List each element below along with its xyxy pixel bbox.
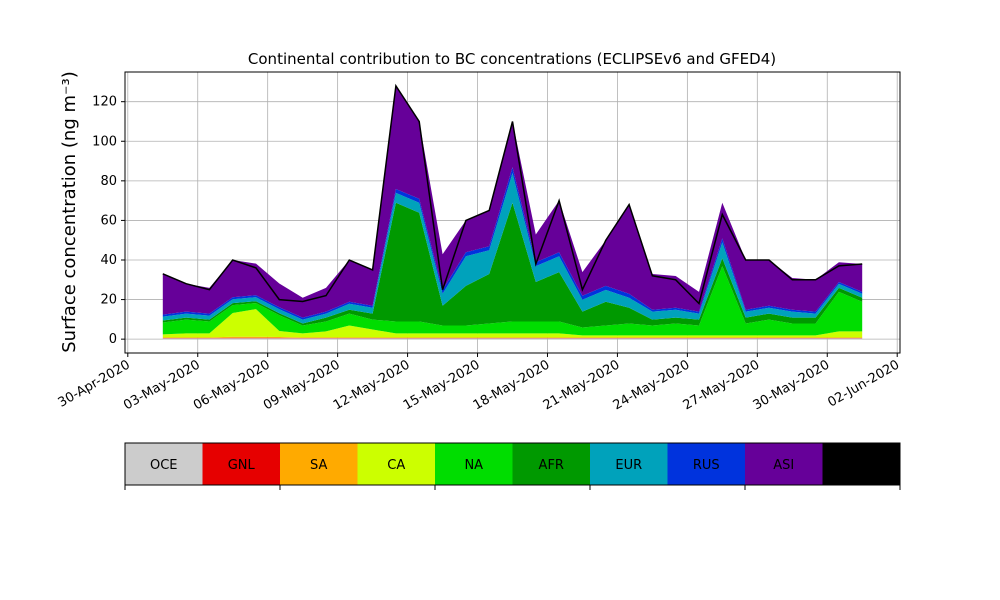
x-tick-label: 12-May-2020: [331, 357, 413, 413]
y-tick-label: 120: [92, 95, 117, 110]
y-tick-label: 0: [109, 332, 117, 347]
x-tick-label: 09-May-2020: [261, 357, 343, 413]
colorbar-legend: OCE GNL SA CA NA AFR EUR RUS ASI AUS: [124, 442, 901, 490]
area-asi: [162, 85, 863, 318]
x-tick-label: 21-May-2020: [541, 357, 623, 413]
legend-swatch-na: [435, 443, 513, 485]
legend-swatch-oce: [125, 443, 203, 485]
x-tick-label: 30-Apr-2020: [56, 357, 133, 410]
legend-label-oce: OCE: [150, 458, 178, 473]
legend-swatch-afr: [512, 443, 591, 485]
legend-swatch-sa: [280, 443, 358, 485]
total-line: [162, 83, 863, 305]
legend-swatch-asi: [745, 443, 823, 485]
x-tick-label: 06-May-2020: [191, 357, 273, 413]
y-tick-label: 60: [100, 213, 117, 228]
legend-label-na: NA: [464, 458, 483, 473]
area-oce: [162, 338, 863, 340]
area-ca: [162, 309, 863, 338]
area-afr: [162, 202, 863, 328]
y-tick-label: 100: [92, 134, 117, 149]
legend-label-afr: AFR: [539, 458, 564, 473]
legend-label-asi: ASI: [773, 458, 794, 473]
axes-frame: [124, 71, 901, 354]
legend-label-ca: CA: [387, 458, 405, 473]
legend-swatch-gnl: [202, 443, 281, 485]
legend-label-sa: SA: [310, 458, 327, 473]
y-tick-label: 20: [100, 293, 117, 308]
x-tick-label: 02-Jun-2020: [825, 357, 902, 410]
legend-label-eur: EUR: [615, 458, 642, 473]
y-tick-label: 40: [100, 253, 117, 268]
colorbar-frame: [124, 442, 901, 486]
legend-swatch-aus: [822, 443, 901, 485]
legend-label-gnl: GNL: [228, 458, 256, 473]
x-tick-label: 18-May-2020: [471, 357, 553, 413]
legend-label-aus: AUS: [848, 458, 875, 473]
y-tick-label: 80: [100, 174, 117, 189]
x-tick-label: 24-May-2020: [611, 357, 693, 413]
y-axis-label: Surface concentration (ng m⁻³): [59, 71, 80, 353]
legend-swatch-ca: [357, 443, 436, 485]
chart-title: Continental contribution to BC concentra…: [248, 50, 776, 68]
legend-swatch-rus: [667, 443, 746, 485]
legend-label-rus: RUS: [693, 458, 720, 473]
plot-area: 0 20 40 60 80 100 120 30-Apr-202003-May-202006-…: [56, 71, 902, 413]
legend-swatch-eur: [590, 443, 668, 485]
x-tick-label: 03-May-2020: [121, 357, 203, 413]
area-na: [162, 266, 863, 336]
x-tick-label: 27-May-2020: [681, 357, 763, 413]
x-tick-label: 15-May-2020: [401, 357, 483, 413]
area-eur: [162, 173, 863, 324]
x-tick-label: 30-May-2020: [751, 357, 833, 413]
